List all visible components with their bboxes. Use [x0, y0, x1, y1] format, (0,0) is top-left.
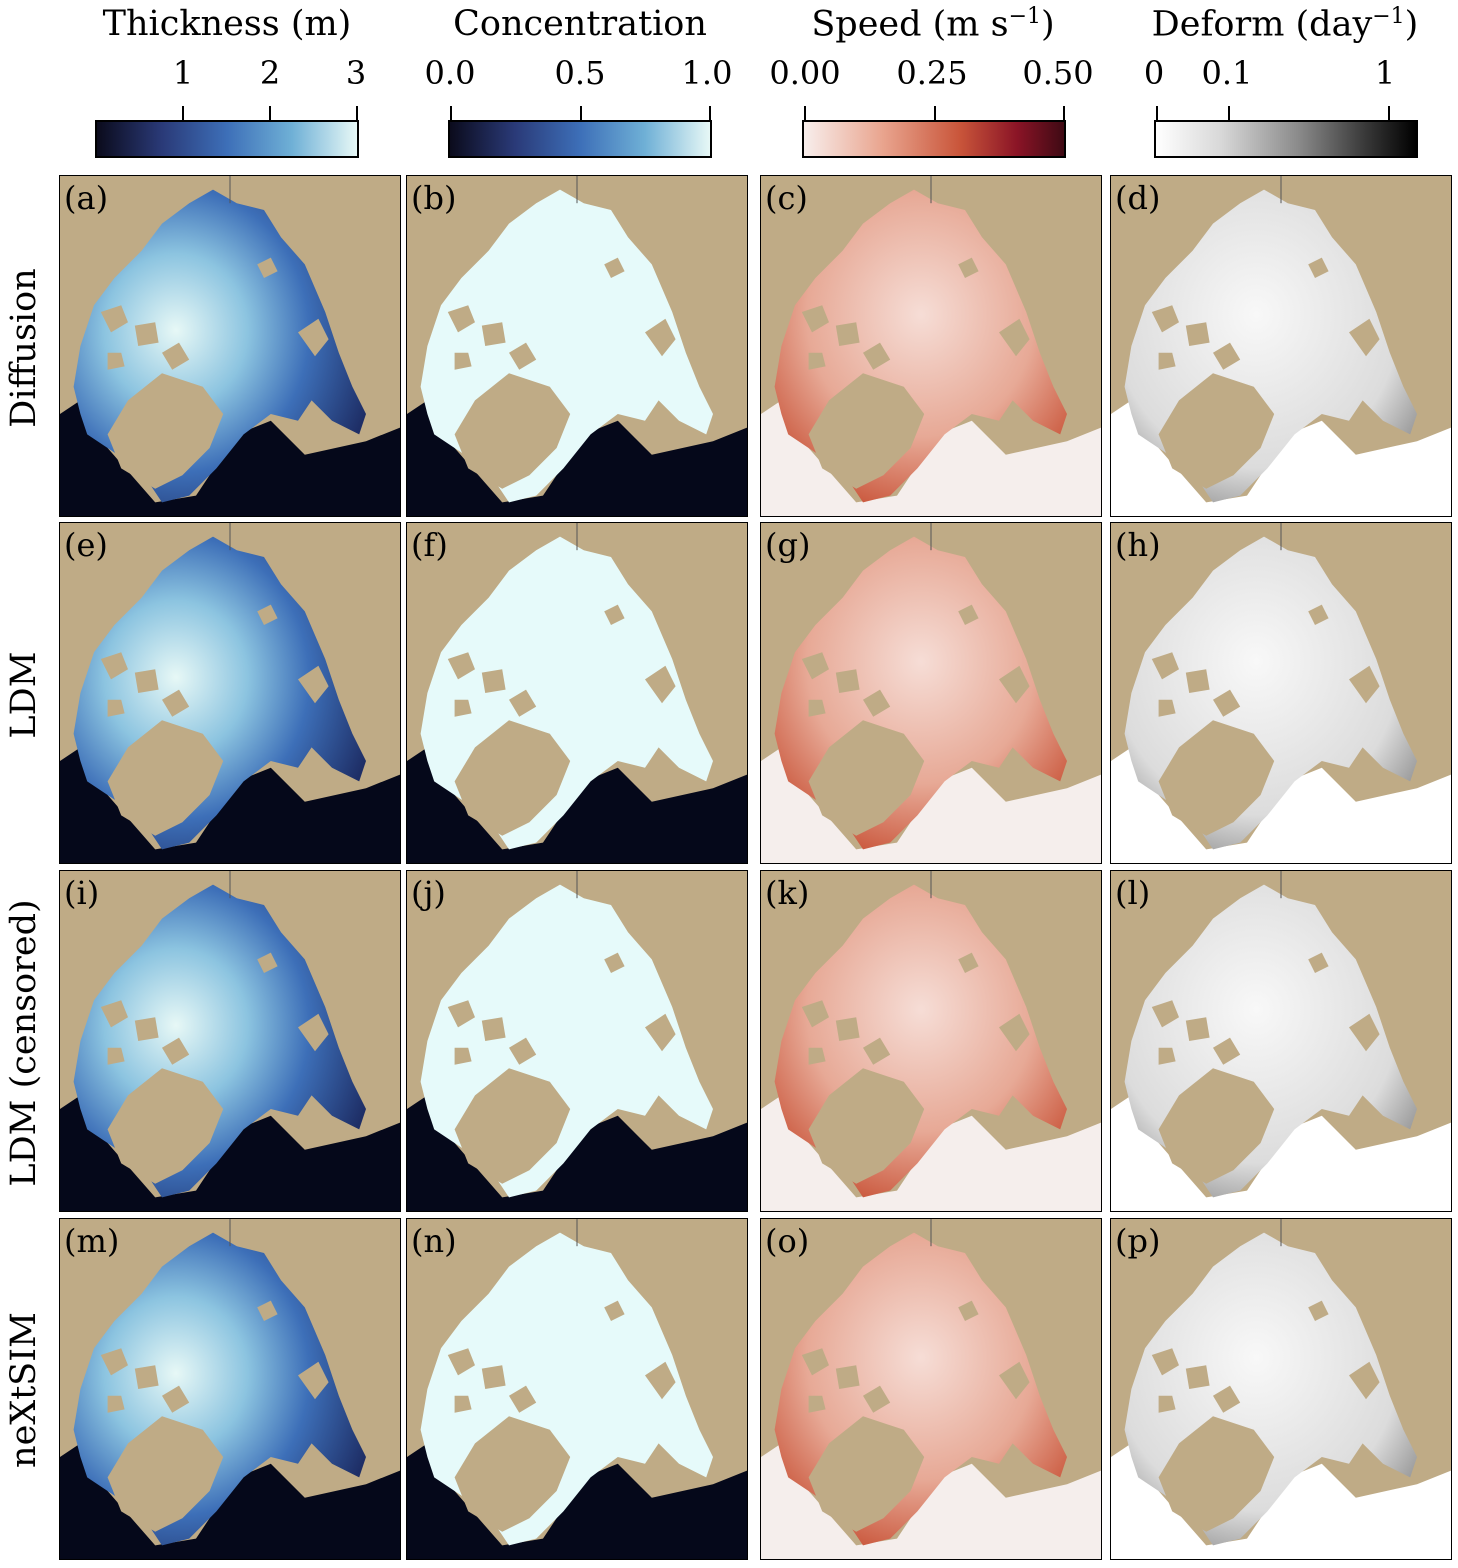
map-panel: (a): [59, 175, 401, 517]
panel-label: (o): [765, 1222, 810, 1260]
panel-label: (a): [64, 179, 109, 217]
sea-ice-map: [407, 176, 747, 516]
colorbar-speed: [802, 106, 1066, 158]
sea-ice-map: [1111, 871, 1451, 1211]
row-label-ldm-censored: LDM (censored): [4, 899, 44, 1187]
colorbar-title-speed: Speed (m s−1): [811, 4, 1055, 45]
sea-ice-map: [761, 176, 1101, 516]
map-panel: (i): [59, 870, 401, 1212]
sea-ice-map: [761, 871, 1101, 1211]
colorbar-title-deform: Deform (day−1): [1151, 4, 1419, 45]
panel-label: (f): [411, 526, 448, 564]
panel-label: (h): [1115, 526, 1161, 564]
sea-ice-map: [761, 523, 1101, 863]
sea-ice-map: [60, 871, 400, 1211]
colorbar-title-concentration: Concentration: [453, 4, 707, 44]
map-panel: (g): [760, 522, 1102, 864]
sea-ice-map: [407, 871, 747, 1211]
map-panel: (k): [760, 870, 1102, 1212]
tick-label: 0.1: [1201, 54, 1253, 92]
panel-label: (m): [64, 1222, 120, 1260]
sea-ice-map: [1111, 176, 1451, 516]
map-panel: (o): [760, 1218, 1102, 1560]
map-panel: (j): [406, 870, 748, 1212]
row-label-ldm: LDM: [4, 651, 44, 739]
panel-label: (j): [411, 874, 446, 912]
map-panel: (e): [59, 522, 401, 864]
colorbar-concentration: [448, 106, 712, 158]
tick-label: 0.25: [896, 54, 968, 92]
colorbar-thickness: [95, 106, 359, 158]
tick-label: 1.0: [681, 54, 733, 92]
row-label-nextsim: neXtSIM: [4, 1312, 44, 1468]
panel-label: (n): [411, 1222, 457, 1260]
map-panel: (n): [406, 1218, 748, 1560]
sea-ice-map: [60, 523, 400, 863]
panel-label: (p): [1115, 1222, 1161, 1260]
map-panel: (c): [760, 175, 1102, 517]
colorbar-deform: [1154, 106, 1418, 158]
map-panel: (p): [1110, 1218, 1452, 1560]
panel-label: (b): [411, 179, 457, 217]
panel-label: (k): [765, 874, 810, 912]
tick-label: 2: [259, 54, 281, 92]
map-panel: (f): [406, 522, 748, 864]
tick-label: 3: [345, 54, 367, 92]
map-panel: (h): [1110, 522, 1452, 864]
map-panel: (b): [406, 175, 748, 517]
panel-label: (i): [64, 874, 100, 912]
tick-label: 0.50: [1022, 54, 1094, 92]
map-panel: (l): [1110, 870, 1452, 1212]
panel-label: (g): [765, 526, 811, 564]
panel-label: (l): [1115, 874, 1151, 912]
sea-ice-map: [407, 1219, 747, 1559]
tick-label: 0.0: [424, 54, 476, 92]
sea-ice-map: [60, 176, 400, 516]
sea-ice-map: [60, 1219, 400, 1559]
panel-label: (c): [765, 179, 808, 217]
sea-ice-map: [761, 1219, 1101, 1559]
panel-label: (e): [64, 526, 108, 564]
sea-ice-map: [1111, 1219, 1451, 1559]
map-panel: (d): [1110, 175, 1452, 517]
tick-label: 0.00: [769, 54, 841, 92]
sea-ice-map: [407, 523, 747, 863]
tick-label: 0.5: [554, 54, 606, 92]
panel-label: (d): [1115, 179, 1161, 217]
map-panel: (m): [59, 1218, 401, 1560]
tick-label: 1: [1374, 54, 1396, 92]
colorbar-title-thickness: Thickness (m): [102, 4, 352, 44]
tick-label: 1: [172, 54, 194, 92]
tick-label: 0: [1143, 54, 1165, 92]
sea-ice-map: [1111, 523, 1451, 863]
row-label-diffusion: Diffusion: [4, 268, 44, 428]
